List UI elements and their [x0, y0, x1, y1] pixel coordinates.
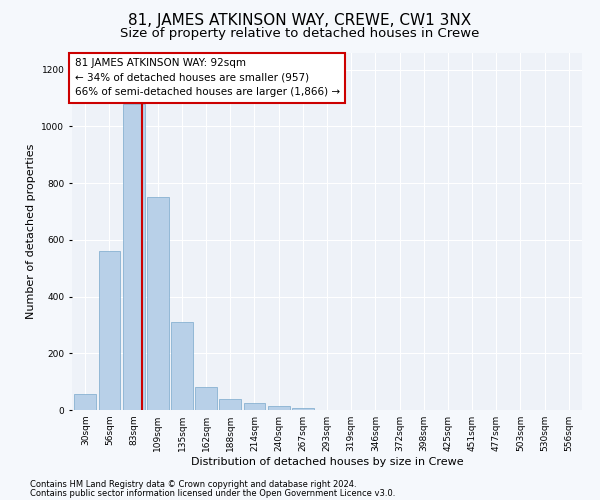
Bar: [268, 406, 290, 410]
Text: Contains public sector information licensed under the Open Government Licence v3: Contains public sector information licen…: [30, 489, 395, 498]
Bar: [123, 104, 145, 410]
Bar: [244, 403, 265, 410]
Bar: [195, 388, 217, 410]
X-axis label: Distribution of detached houses by size in Crewe: Distribution of detached houses by size …: [191, 457, 463, 467]
Bar: [98, 251, 121, 410]
Bar: [74, 394, 96, 410]
Bar: [147, 197, 169, 410]
Text: Contains HM Land Registry data © Crown copyright and database right 2024.: Contains HM Land Registry data © Crown c…: [30, 480, 356, 489]
Bar: [292, 408, 314, 410]
Text: 81, JAMES ATKINSON WAY, CREWE, CW1 3NX: 81, JAMES ATKINSON WAY, CREWE, CW1 3NX: [128, 12, 472, 28]
Text: 81 JAMES ATKINSON WAY: 92sqm
← 34% of detached houses are smaller (957)
66% of s: 81 JAMES ATKINSON WAY: 92sqm ← 34% of de…: [74, 58, 340, 98]
Bar: [171, 322, 193, 410]
Bar: [220, 398, 241, 410]
Y-axis label: Number of detached properties: Number of detached properties: [26, 144, 36, 319]
Text: Size of property relative to detached houses in Crewe: Size of property relative to detached ho…: [121, 28, 479, 40]
